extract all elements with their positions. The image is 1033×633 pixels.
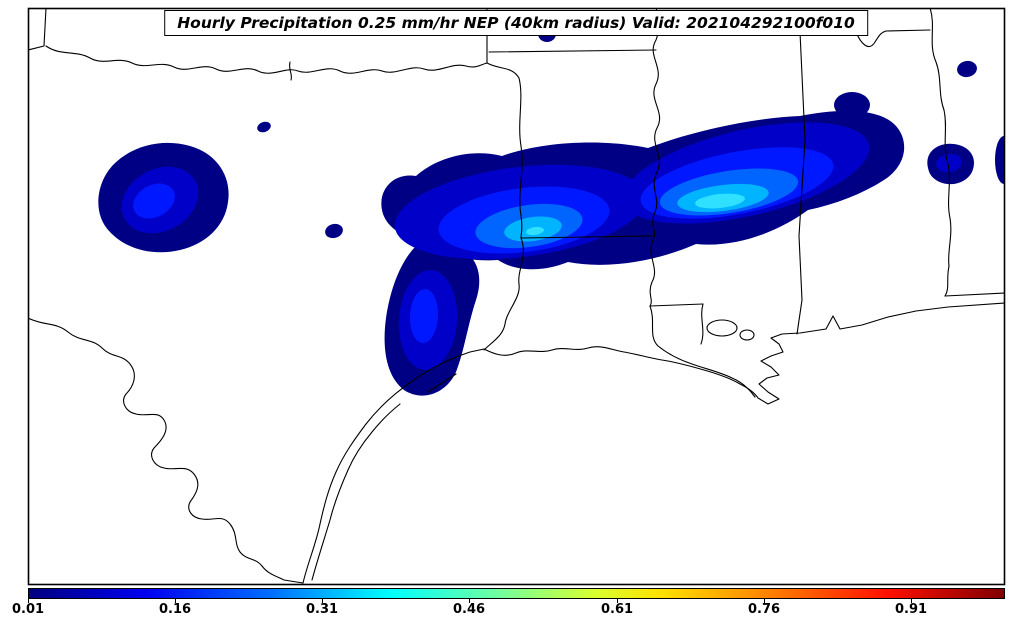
colorbar-tick-label: 0.61 [600,602,634,617]
river-lower-mississippi [649,305,756,398]
barrier-island-padre [311,403,401,581]
colorbar-tick [322,599,323,603]
border-alabama-georgia [929,9,952,297]
colorbar-tick-label: 0.76 [747,602,781,617]
border-pearl-river [700,303,704,345]
colorbar-tick-label: 0.46 [452,602,486,617]
colorbar-tick [28,599,29,603]
colorbar-tick [911,599,912,603]
border-rio-grande [29,317,304,584]
colorbar-tick-label: 0.91 [894,602,928,617]
precip-contours-layer [98,26,1004,396]
colorbar-tick [617,599,618,603]
border-louisiana-mississippi [649,303,704,307]
border-mississippi-alabama [796,31,806,335]
map-frame [27,7,1006,586]
border-alabama-florida [944,292,1004,297]
contour-level-5 [526,193,745,236]
lake-pontchartrain [706,319,738,337]
border-missouri-arkansas [488,49,657,53]
gulf-coastline [302,302,1004,584]
lake-borgne [739,329,755,341]
state-boundaries-layer [29,9,1004,584]
border-sabine-river [483,237,524,351]
colorbar-tick-label: 0.16 [158,602,192,617]
colorbar-tick [175,599,176,603]
river-spur [289,61,292,81]
colorbar-tick-label: 0.31 [305,602,339,617]
colorbar-tick [764,599,765,603]
border-mississippi-river [649,9,661,307]
border-texas-arkansas [486,62,523,239]
map-title: Hourly Precipitation 0.25 mm/hr NEP (40k… [164,10,868,36]
colorbar-tick-label: 0.01 [11,602,45,617]
barrier-island-galveston [427,373,457,393]
border-nm-corner [29,9,47,51]
border-tennessee [656,29,931,47]
colorbar [28,588,1005,599]
border-red-river [45,45,488,74]
border-arkansas-louisiana [520,235,653,239]
colorbar-tick [469,599,470,603]
